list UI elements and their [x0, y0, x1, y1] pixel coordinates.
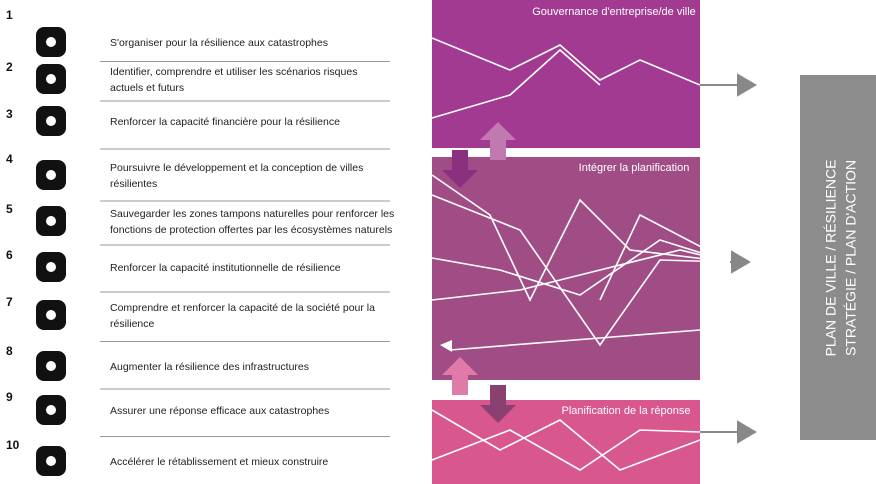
- panel-title: Gouvernance d'entreprise/de ville: [532, 6, 696, 18]
- side-text: STRATÉGIE / PLAN D'ACTION: [843, 160, 859, 356]
- item-number: 7: [6, 295, 13, 309]
- item-text: Accélérer le rétablissement et mieux con…: [110, 456, 328, 468]
- line: [431, 239, 731, 296]
- icon-detail: [46, 262, 56, 272]
- item-text: Identifier, comprendre et utiliser les s…: [110, 66, 357, 78]
- item-number: 6: [6, 248, 13, 262]
- line: [431, 48, 601, 119]
- arrow-up: [480, 122, 516, 160]
- panel-governance: [432, 0, 700, 148]
- line: [431, 174, 731, 302]
- line: [431, 409, 701, 471]
- item-text: Poursuivre le développement et la concep…: [110, 162, 363, 174]
- arrow-head: [737, 73, 757, 97]
- item-text: Assurer une réponse efficace aux catastr…: [110, 405, 329, 417]
- icon-detail: [46, 170, 56, 180]
- icon-detail: [46, 74, 56, 84]
- item-number: 5: [6, 202, 13, 216]
- item-text: Renforcer la capacité financière pour la…: [110, 116, 340, 128]
- icon-detail: [46, 116, 56, 126]
- line: [431, 37, 701, 86]
- item-number: 3: [6, 107, 13, 121]
- item-text: actuels et futurs: [110, 82, 184, 94]
- item-number: 8: [6, 344, 13, 358]
- double-arrows: [442, 122, 516, 423]
- item-text: Comprendre et renforcer la capacité de l…: [110, 302, 375, 314]
- icon-detail: [46, 456, 56, 466]
- line: [599, 213, 731, 301]
- arrow-head: [731, 250, 751, 274]
- item-text: résilientes: [110, 178, 157, 190]
- panel-title: Intégrer la planification: [579, 162, 690, 174]
- arrow-head: [737, 420, 757, 444]
- line: [431, 429, 701, 471]
- arrow-head: [440, 340, 452, 352]
- line: [431, 249, 731, 301]
- list: 1 S'organiser pour la résilience aux cata…: [6, 8, 394, 476]
- item-number: 2: [6, 60, 13, 74]
- item-text: S'organiser pour la résilience aux catas…: [110, 37, 328, 49]
- line: [449, 329, 701, 351]
- item-number: 1: [6, 8, 13, 22]
- item-text: Augmenter la résilience des infrastructu…: [110, 361, 309, 373]
- arrow-up: [442, 357, 478, 395]
- icon-detail: [46, 361, 56, 371]
- panels: [431, 0, 731, 484]
- item-number: 10: [6, 438, 20, 452]
- side-text: PLAN DE VILLE / RÉSILIENCE: [823, 160, 839, 357]
- icon-detail: [46, 216, 56, 226]
- line: [431, 194, 731, 347]
- item-text: fonctions de protection offertes par les…: [110, 224, 392, 236]
- item-number: 4: [6, 152, 13, 166]
- icon-detail: [46, 310, 56, 320]
- arrow-down: [480, 385, 516, 423]
- item-text: résilience: [110, 318, 155, 330]
- item-number: 9: [6, 390, 13, 404]
- arrow-down: [442, 150, 478, 188]
- panel-planning: [432, 157, 700, 380]
- panel-title: Planification de la réponse: [561, 405, 690, 417]
- item-text: Sauvegarder les zones tampons naturelles…: [110, 208, 394, 220]
- side-box: [800, 75, 876, 440]
- icon-detail: [46, 405, 56, 415]
- output-arrows: [700, 73, 757, 444]
- icon-detail: [46, 37, 56, 47]
- item-text: Renforcer la capacité institutionnelle d…: [110, 262, 341, 274]
